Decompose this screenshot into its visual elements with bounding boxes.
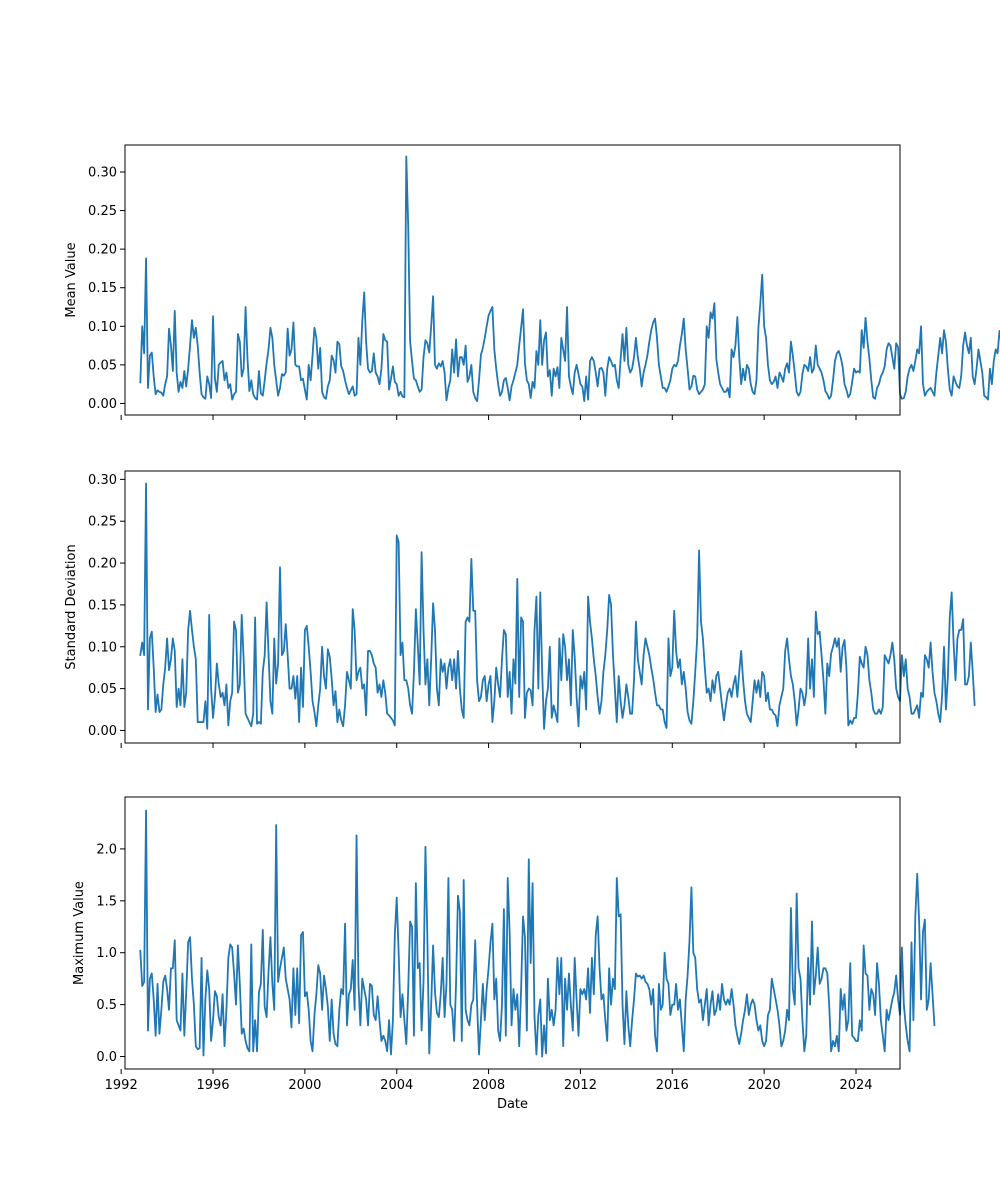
y-tick-label: 0.05 — [88, 682, 117, 697]
series-line — [139, 809, 936, 1058]
plot-frame — [124, 796, 901, 1070]
y-axis-label: Maximum Value — [72, 881, 87, 985]
plot-frame — [124, 144, 901, 416]
y-tick-label: 0.30 — [88, 473, 117, 488]
y-tick-label: 0.00 — [88, 397, 117, 412]
x-tick-label: 2004 — [380, 1078, 413, 1093]
y-tick-label: 0.30 — [88, 166, 117, 181]
y-tick-label: 0.20 — [88, 557, 117, 572]
x-tick-label: 2012 — [564, 1078, 597, 1093]
x-tick-label: 1996 — [196, 1078, 229, 1093]
x-tick-label: 2016 — [656, 1078, 689, 1093]
y-tick-label: 0.15 — [88, 598, 117, 613]
y-tick-label: 0.10 — [88, 320, 117, 335]
x-tick-label: 2008 — [472, 1078, 505, 1093]
y-tick-label: 0.25 — [88, 204, 117, 219]
maximum-value-panel: 0.0 0.5 1.0 1.5 2.0 1992 1996 2000 2004 2008 2012 2… — [72, 796, 936, 1112]
x-tick-label: 2000 — [288, 1078, 321, 1093]
y-tick-label: 0.0 — [96, 1050, 117, 1065]
y-tick-label: 0.25 — [88, 515, 117, 530]
series-line — [139, 155, 1000, 403]
y-tick-label: 0.5 — [96, 998, 117, 1013]
y-axis-label: Standard Deviation — [64, 544, 79, 669]
y-tick-label: 0.05 — [88, 358, 117, 373]
y-tick-label: 0.15 — [88, 281, 117, 296]
x-tick-label: 2020 — [748, 1078, 781, 1093]
x-tick-label: 2024 — [839, 1078, 872, 1093]
y-axis-label: Mean Value — [64, 242, 79, 317]
x-tick-label: 1992 — [105, 1078, 138, 1093]
y-tick-label: 0.00 — [88, 724, 117, 739]
x-axis-label: Date — [497, 1097, 528, 1112]
series-line — [139, 482, 976, 730]
plot-frame — [124, 470, 901, 744]
y-tick-label: 0.20 — [88, 243, 117, 258]
y-tick-label: 2.0 — [96, 842, 117, 857]
y-tick-label: 1.5 — [96, 894, 117, 909]
y-tick-label: 1.0 — [96, 946, 117, 961]
y-tick-label: 0.10 — [88, 640, 117, 655]
standard-deviation-panel: 0.00 0.05 0.10 0.15 0.20 0.25 0.30 Standard Dev… — [64, 470, 976, 748]
mean-value-panel: 0.00 0.05 0.10 0.15 0.20 0.25 0.30 Mean Value — [64, 144, 1000, 420]
